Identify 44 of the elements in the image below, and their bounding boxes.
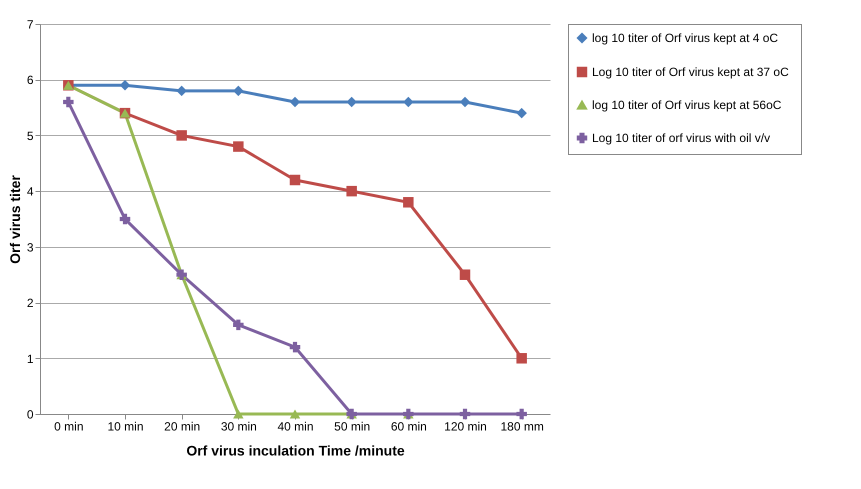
y-tick-label: 3 (26, 240, 34, 254)
point (176, 130, 187, 141)
legend-label: Log 10 titer of Orf virus kept at 37 oC (592, 65, 790, 79)
x-tick-label: 20 min (164, 420, 200, 434)
point (290, 409, 300, 419)
point (516, 108, 527, 118)
point (460, 408, 470, 420)
x-tick-label: 30 min (220, 420, 257, 434)
point (233, 86, 244, 96)
point (460, 96, 470, 108)
x-tick-label: 120 min (444, 420, 487, 434)
y-tick-label: 1 (26, 352, 34, 366)
y-tick-label: 6 (26, 73, 34, 88)
point (63, 96, 74, 108)
y-axis-title: Orf virus titer (6, 174, 23, 264)
point (460, 269, 470, 280)
legend-label: Log 10 titer of orf virus with oil v/v (592, 131, 770, 145)
point (233, 320, 244, 330)
point (516, 408, 527, 420)
legend-label: log 10 titer of Orf virus kept at 56oC (592, 98, 782, 112)
x-tick-label: 10 min (107, 420, 144, 434)
x-axis-title: Orf virus inculation Time /minute (186, 442, 405, 458)
point (120, 80, 130, 91)
point (233, 141, 244, 152)
point (290, 174, 300, 186)
point (176, 86, 187, 96)
y-tick-label: 5 (26, 128, 34, 143)
x-tick-label: 180 mm (500, 420, 544, 434)
legend-label: log 10 titer of Orf virus kept at 4 oC (592, 31, 778, 45)
y-tick-label: 2 (26, 296, 34, 310)
y-tick-label: 4 (26, 184, 34, 199)
x-tick-label: 60 min (390, 420, 427, 434)
y-tick-label: 0 (26, 408, 34, 422)
y-tick-label: 7 (26, 18, 34, 32)
point (516, 353, 527, 364)
point (346, 186, 357, 196)
point (120, 214, 130, 224)
point (290, 342, 300, 352)
x-tick-label: 40 min (277, 420, 314, 434)
point (290, 96, 300, 108)
point (233, 409, 244, 419)
x-tick-label: 50 min (334, 420, 370, 434)
point (403, 197, 414, 208)
x-tick-label: 0 min (54, 420, 84, 434)
